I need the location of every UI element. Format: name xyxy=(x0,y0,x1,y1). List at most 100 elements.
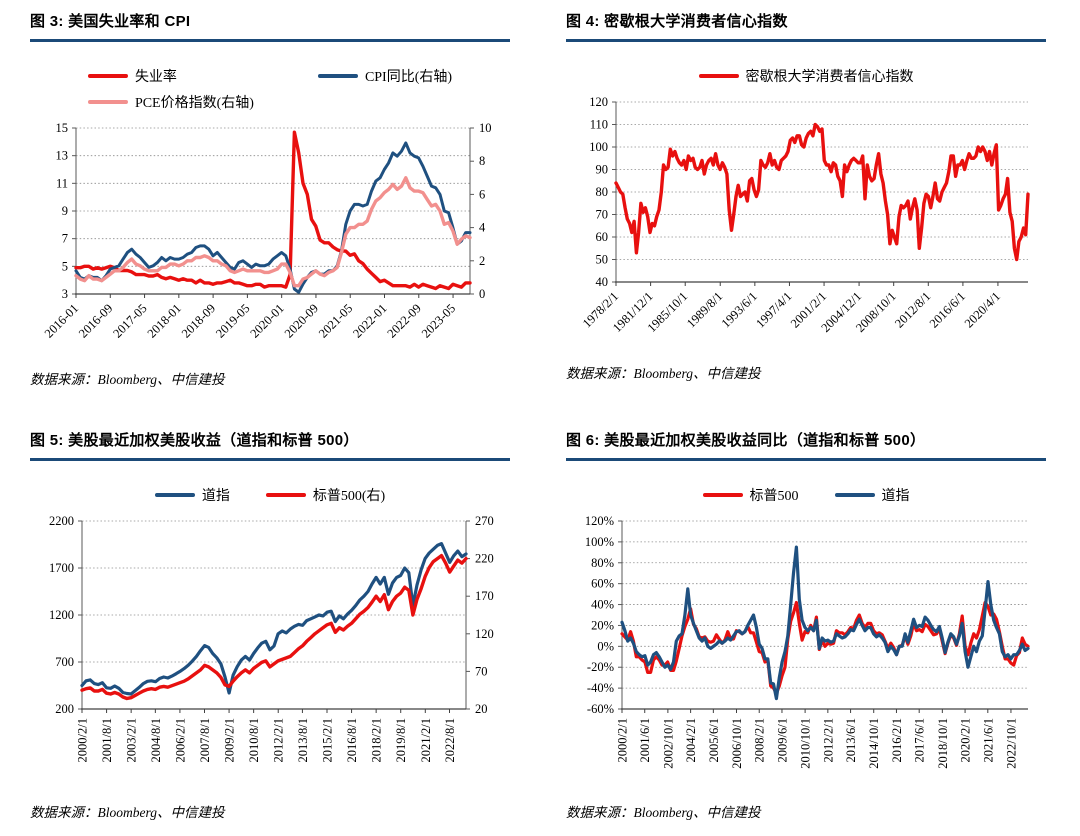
svg-text:2022-01: 2022-01 xyxy=(350,301,389,340)
svg-text:2006/10/1: 2006/10/1 xyxy=(730,718,744,769)
svg-text:2017-05: 2017-05 xyxy=(110,301,149,340)
legend-line-swatch xyxy=(87,73,128,78)
svg-text:2016-09: 2016-09 xyxy=(76,301,115,340)
svg-text:2200: 2200 xyxy=(49,514,74,528)
figure-6-title: 图 6: 美股最近加权美股收益同比（道指和标普 500） xyxy=(566,432,926,449)
michigan-sentiment-line-chart: 4050607080901001101201978/2/11981/12/119… xyxy=(580,95,1030,334)
svg-text:20: 20 xyxy=(475,702,488,716)
figure-3-source: 数据来源：Bloomberg、中信建投 xyxy=(30,371,225,387)
svg-text:2012/2/1: 2012/2/1 xyxy=(272,718,286,762)
svg-text:8: 8 xyxy=(479,154,485,168)
svg-text:2021-05: 2021-05 xyxy=(316,301,355,340)
svg-text:2020-01: 2020-01 xyxy=(247,301,286,340)
svg-text:2016-01: 2016-01 xyxy=(42,301,81,340)
svg-text:80%: 80% xyxy=(591,555,614,569)
figure-3-title: 图 3: 美国失业率和 CPI xyxy=(30,13,191,30)
svg-text:9: 9 xyxy=(62,204,68,218)
svg-text:4: 4 xyxy=(479,220,486,234)
svg-text:2016/6/1: 2016/6/1 xyxy=(927,289,968,330)
legend-item-dow: 道指 xyxy=(154,485,230,505)
svg-text:2004/2/1: 2004/2/1 xyxy=(684,718,698,762)
legend-label: 标普500(右) xyxy=(312,488,386,504)
svg-text:3: 3 xyxy=(62,287,68,301)
svg-text:200: 200 xyxy=(55,702,74,716)
svg-text:11: 11 xyxy=(56,176,68,190)
svg-text:60: 60 xyxy=(596,230,609,244)
svg-text:2016/8/1: 2016/8/1 xyxy=(345,718,359,762)
unemployment-cpi-line-chart: 357911131502468102016-012016-092017-0520… xyxy=(42,121,492,341)
svg-text:2009/6/1: 2009/6/1 xyxy=(775,718,789,762)
svg-text:2019/8/1: 2019/8/1 xyxy=(394,718,408,762)
svg-text:60%: 60% xyxy=(591,576,614,590)
legend-line-swatch xyxy=(698,73,739,78)
figure-3-legend: 失业率 CPI同比(右轴) PCE价格指数(右轴) xyxy=(87,66,453,112)
svg-text:1200: 1200 xyxy=(49,608,74,622)
svg-text:2005/6/1: 2005/6/1 xyxy=(707,718,721,762)
svg-text:0%: 0% xyxy=(597,639,614,653)
svg-text:70: 70 xyxy=(475,664,488,678)
svg-text:0: 0 xyxy=(479,287,485,301)
legend-item-cpi: CPI同比(右轴) xyxy=(317,66,453,86)
legend-item-michigan: 密歇根大学消费者信心指数 xyxy=(698,66,914,86)
svg-text:2018/2/1: 2018/2/1 xyxy=(370,718,384,762)
svg-text:2022/10/1: 2022/10/1 xyxy=(1004,718,1018,769)
svg-text:2018-01: 2018-01 xyxy=(145,301,184,340)
svg-text:7: 7 xyxy=(62,231,68,245)
svg-text:2014/10/1: 2014/10/1 xyxy=(867,718,881,769)
legend-line-swatch xyxy=(265,492,306,497)
legend-line-swatch xyxy=(154,492,195,497)
svg-text:1993/6/1: 1993/6/1 xyxy=(719,289,760,330)
svg-text:1989/8/1: 1989/8/1 xyxy=(684,289,725,330)
svg-text:2021/2/1: 2021/2/1 xyxy=(419,718,433,762)
svg-text:2003/2/1: 2003/2/1 xyxy=(125,718,139,762)
legend-label: CPI同比(右轴) xyxy=(364,69,453,85)
svg-text:110: 110 xyxy=(590,117,608,131)
figure-6-source: 数据来源：Bloomberg、中信建投 xyxy=(566,804,761,820)
svg-text:2009/2/1: 2009/2/1 xyxy=(223,718,237,762)
svg-text:120%: 120% xyxy=(585,514,614,528)
svg-text:-40%: -40% xyxy=(587,681,614,695)
svg-text:2015/2/1: 2015/2/1 xyxy=(320,718,334,762)
svg-text:2020/2/1: 2020/2/1 xyxy=(959,718,973,762)
svg-text:2001/6/1: 2001/6/1 xyxy=(638,718,652,762)
figure-6: 图 6: 美股最近加权美股收益同比（道指和标普 500） 标普500 道指 -6… xyxy=(566,431,1046,830)
svg-text:120: 120 xyxy=(589,95,608,109)
svg-text:6: 6 xyxy=(479,187,485,201)
figure-4-source: 数据来源：Bloomberg、中信建投 xyxy=(566,365,761,381)
svg-text:2000/2/1: 2000/2/1 xyxy=(76,718,90,762)
svg-text:2010/10/1: 2010/10/1 xyxy=(799,718,813,769)
svg-text:40: 40 xyxy=(596,275,609,289)
figure-3-title-underline xyxy=(30,38,510,42)
figure-6-title-underline xyxy=(566,457,1046,461)
svg-text:100: 100 xyxy=(589,140,608,154)
legend-item-unemployment: 失业率 xyxy=(87,66,254,86)
svg-text:2008/2/1: 2008/2/1 xyxy=(753,718,767,762)
figure-6-legend: 标普500 道指 xyxy=(566,485,1046,505)
legend-label: 道指 xyxy=(201,488,230,504)
legend-item-pce: PCE价格指数(右轴) xyxy=(87,92,254,112)
svg-text:70: 70 xyxy=(596,207,609,221)
svg-text:50: 50 xyxy=(596,252,609,266)
legend-label: 密歇根大学消费者信心指数 xyxy=(745,69,914,85)
legend-line-swatch xyxy=(87,99,128,104)
svg-text:2013/6/1: 2013/6/1 xyxy=(844,718,858,762)
dow-sp500-yoy-line-chart: -60% -40% -20% 0% 20% 40% 60% 80% 100% 120% 2000/2… xyxy=(585,514,1030,769)
svg-text:2010/8/1: 2010/8/1 xyxy=(247,718,261,762)
figure-4-legend: 密歇根大学消费者信心指数 xyxy=(566,66,1046,86)
figure-3: 图 3: 美国失业率和 CPI 失业率 CPI同比(右轴) PCE价格指数(右轴… xyxy=(30,12,510,397)
svg-text:2002/10/1: 2002/10/1 xyxy=(661,718,675,769)
svg-text:13: 13 xyxy=(56,148,69,162)
svg-text:2007/8/1: 2007/8/1 xyxy=(198,718,212,762)
svg-text:270: 270 xyxy=(475,514,494,528)
svg-text:-20%: -20% xyxy=(587,660,614,674)
figure-5: 图 5: 美股最近加权美股收益（道指和标普 500） 道指 标普500(右) 2… xyxy=(30,431,510,830)
svg-text:120: 120 xyxy=(475,626,494,640)
figure-4-title-underline xyxy=(566,38,1046,42)
svg-text:2020-09: 2020-09 xyxy=(282,301,321,340)
legend-line-swatch xyxy=(317,73,358,78)
figure-5-title: 图 5: 美股最近加权美股收益（道指和标普 500） xyxy=(30,432,359,449)
svg-text:2013/8/1: 2013/8/1 xyxy=(296,718,310,762)
svg-text:2000/2/1: 2000/2/1 xyxy=(616,718,630,762)
svg-text:2022-09: 2022-09 xyxy=(385,301,424,340)
svg-text:5: 5 xyxy=(62,259,68,273)
